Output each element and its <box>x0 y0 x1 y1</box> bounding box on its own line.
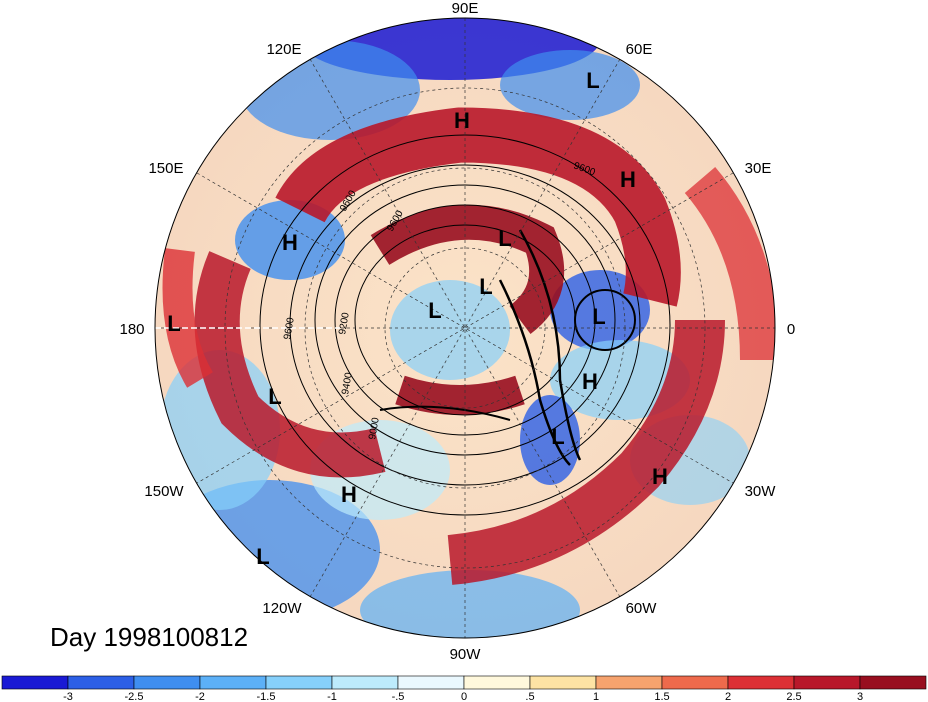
high-marker: H <box>582 369 598 394</box>
colorbar-swatch <box>595 675 663 690</box>
lon-150w: 150W <box>144 483 184 500</box>
colorbar-tick-label: 1.5 <box>654 691 669 702</box>
contour-label: 9000 <box>367 416 382 440</box>
colorbar-tick-label: -3 <box>63 691 73 702</box>
colorbar-tick-label: -1 <box>327 691 337 702</box>
high-marker: H <box>341 482 357 507</box>
colorbar-swatch <box>661 675 729 690</box>
low-marker: L <box>256 544 269 569</box>
lon-30e: 30E <box>745 160 772 177</box>
longitude-labels: 90E 60E 30E 0 30W 60W 90W 120W 150W 180 … <box>119 0 795 663</box>
low-marker: L <box>268 384 281 409</box>
contour-label: 9200 <box>337 311 352 335</box>
lon-150e: 150E <box>148 160 183 177</box>
colorbar-tick-label: 3 <box>857 691 863 702</box>
colorbar-swatch <box>1 675 69 690</box>
colorbar-swatch <box>529 675 597 690</box>
low-marker: L <box>586 68 599 93</box>
colorbar-tick-label: -2.5 <box>125 691 144 702</box>
lon-120e: 120E <box>266 41 301 58</box>
lon-90e: 90E <box>452 0 479 17</box>
pressure-centers: L H H L H L L L L H L L H H L <box>167 68 668 569</box>
colorbar-tick-label: -1.5 <box>257 691 276 702</box>
anomaly-field <box>155 18 775 638</box>
date-title: Day 1998100812 <box>50 622 248 652</box>
colorbar-tick-label: -2 <box>195 691 205 702</box>
lon-90w: 90W <box>450 646 482 663</box>
lon-0: 0 <box>787 321 795 338</box>
low-marker: L <box>428 298 441 323</box>
lon-180: 180 <box>119 321 144 338</box>
contour-label: 9600 <box>282 316 297 340</box>
colorbar-swatch <box>397 675 465 690</box>
colorbar-swatch <box>793 675 861 690</box>
colorbar-swatch <box>463 675 531 690</box>
colorbar-tick-label: -.5 <box>392 691 405 702</box>
low-marker: L <box>551 424 564 449</box>
high-marker: H <box>652 464 668 489</box>
lon-60e: 60E <box>626 41 653 58</box>
lon-30w: 30W <box>745 483 777 500</box>
high-marker: H <box>454 108 470 133</box>
colorbar-tick-label: 0 <box>461 691 467 702</box>
colorbar-swatch <box>199 675 267 690</box>
low-marker: L <box>592 304 605 329</box>
colorbar-tick-label: 2.5 <box>786 691 801 702</box>
low-marker: L <box>167 311 180 336</box>
colorbar: -3 -2.5 -2 -1.5 -1 -.5 0 .5 1 1.5 2 2.5 3 <box>1 675 927 702</box>
colorbar-tick-label: .5 <box>525 691 534 702</box>
lon-60w: 60W <box>626 600 658 617</box>
low-marker: L <box>498 226 511 251</box>
colorbar-swatch <box>265 675 333 690</box>
colorbar-swatch <box>331 675 399 690</box>
colorbar-swatch <box>67 675 135 690</box>
high-marker: H <box>620 167 636 192</box>
low-marker: L <box>479 274 492 299</box>
colorbar-tick-label: 2 <box>725 691 731 702</box>
colorbar-swatch <box>859 675 927 690</box>
colorbar-tick-label: 1 <box>593 691 599 702</box>
contour-label: 9400 <box>340 371 355 395</box>
lon-120w: 120W <box>262 600 302 617</box>
colorbar-swatch <box>727 675 795 690</box>
colorbar-swatch <box>133 675 201 690</box>
high-marker: H <box>282 230 298 255</box>
